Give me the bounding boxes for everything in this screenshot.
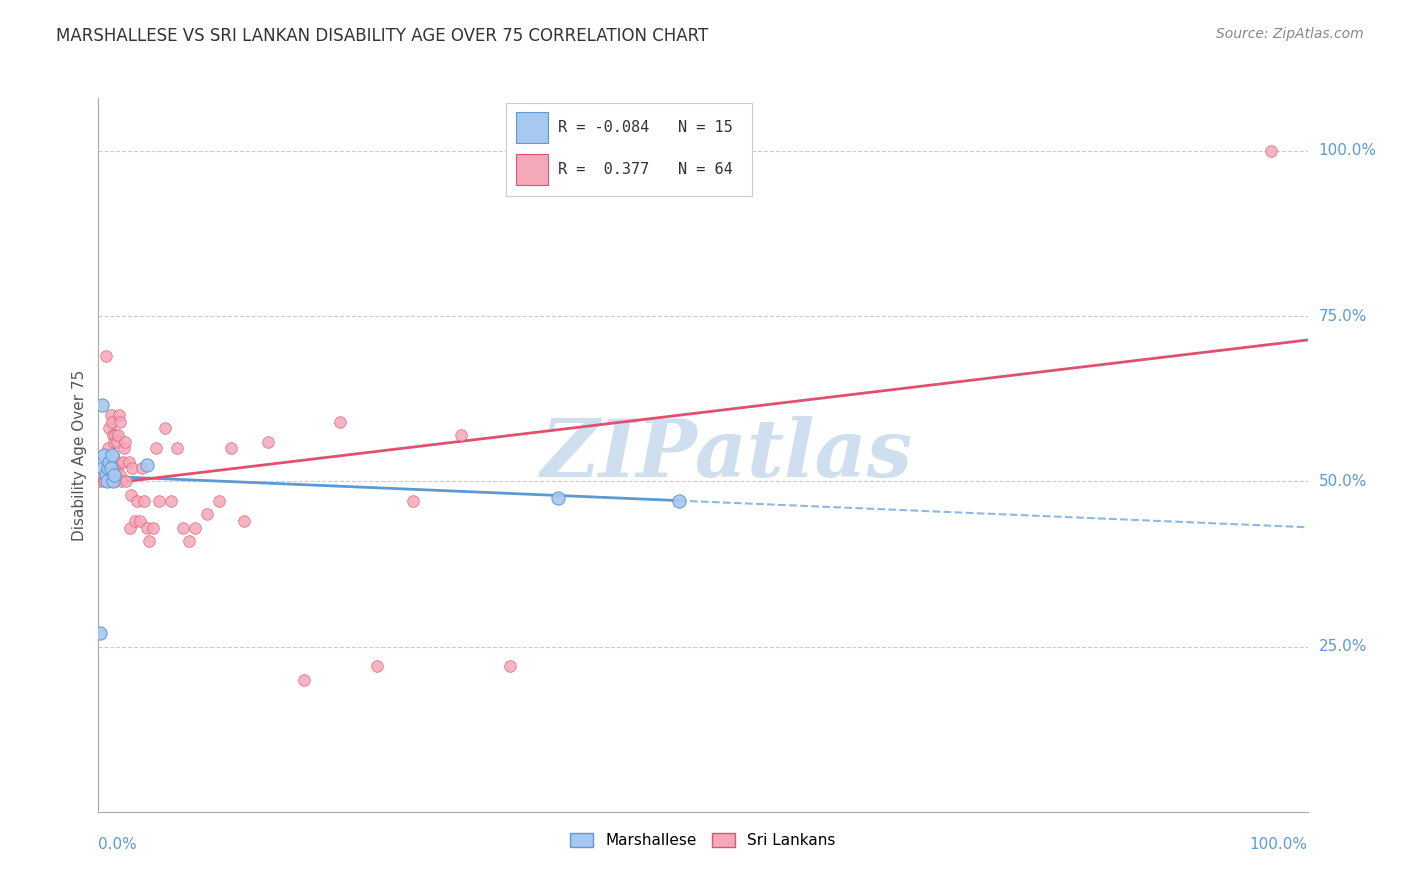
Text: MARSHALLESE VS SRI LANKAN DISABILITY AGE OVER 75 CORRELATION CHART: MARSHALLESE VS SRI LANKAN DISABILITY AGE… (56, 27, 709, 45)
Point (91, 467, 114, 482)
Point (118, 520, 141, 534)
Point (105, 461, 128, 475)
Point (91, 398, 114, 412)
Point (100, 448, 122, 462)
Legend: Marshallese, Sri Lankans: Marshallese, Sri Lankans (564, 827, 842, 854)
Text: 75.0%: 75.0% (1319, 309, 1367, 324)
Point (142, 520, 165, 534)
Point (120, 487, 142, 501)
Point (98, 421, 121, 435)
Point (177, 533, 201, 548)
Point (498, 659, 520, 673)
Point (103, 434, 125, 449)
Y-axis label: Disability Age Over 75: Disability Age Over 75 (72, 369, 87, 541)
Point (195, 508, 218, 522)
Point (89, 626, 111, 640)
Point (184, 520, 207, 534)
Point (97, 442, 120, 456)
Point (160, 494, 183, 508)
Point (135, 520, 157, 534)
Point (145, 442, 167, 456)
Point (402, 494, 425, 508)
Point (98, 454, 121, 468)
Point (110, 475, 132, 489)
Point (91, 461, 114, 475)
Point (127, 494, 149, 508)
Point (232, 514, 254, 528)
Point (97, 461, 120, 475)
Point (93, 448, 115, 462)
Point (135, 458, 157, 472)
Point (221, 442, 243, 456)
Point (121, 461, 143, 475)
Point (107, 454, 129, 468)
Text: N = 15: N = 15 (678, 120, 733, 135)
Point (94, 467, 117, 482)
Point (101, 448, 124, 462)
Text: R =  0.377: R = 0.377 (558, 162, 650, 177)
Point (100, 454, 122, 468)
Point (93, 475, 115, 489)
Text: R = -0.084: R = -0.084 (558, 120, 650, 135)
Point (153, 421, 176, 435)
Point (134, 494, 156, 508)
Text: Source: ZipAtlas.com: Source: ZipAtlas.com (1216, 27, 1364, 41)
Text: N = 64: N = 64 (678, 162, 733, 177)
Point (112, 442, 135, 456)
Point (107, 428, 129, 442)
Point (329, 415, 352, 429)
Text: 0.0%: 0.0% (98, 837, 138, 852)
Point (104, 428, 127, 442)
Point (90, 467, 112, 482)
Point (138, 533, 160, 548)
Text: ZIPatlas: ZIPatlas (541, 417, 914, 493)
Point (101, 475, 124, 489)
Point (124, 514, 146, 528)
Point (128, 514, 150, 528)
Point (100, 409, 122, 423)
Point (111, 454, 134, 468)
Point (89, 475, 111, 489)
Point (450, 428, 472, 442)
Point (96, 475, 118, 489)
Point (98, 467, 121, 482)
Text: 25.0%: 25.0% (1319, 639, 1367, 654)
Text: 100.0%: 100.0% (1319, 144, 1376, 159)
Point (148, 494, 170, 508)
Point (105, 434, 128, 449)
Point (108, 415, 131, 429)
Point (208, 494, 231, 508)
Point (115, 475, 138, 489)
Point (103, 467, 125, 482)
Point (668, 494, 690, 508)
Text: 100.0%: 100.0% (1250, 837, 1308, 852)
Point (166, 442, 188, 456)
Point (366, 659, 388, 673)
Point (100, 415, 122, 429)
Point (172, 520, 194, 534)
Point (100, 461, 122, 475)
Text: 50.0%: 50.0% (1319, 474, 1367, 489)
Point (118, 454, 141, 468)
Point (1260, 144, 1282, 158)
Bar (516, 154, 548, 185)
Point (91, 461, 114, 475)
Point (97, 461, 120, 475)
Bar (516, 112, 548, 143)
Point (108, 409, 131, 423)
Point (256, 434, 278, 449)
Point (101, 428, 124, 442)
Point (547, 491, 569, 505)
Point (114, 434, 136, 449)
Point (94, 349, 117, 363)
Point (108, 467, 131, 482)
Point (104, 475, 127, 489)
Point (292, 673, 315, 687)
Point (96, 467, 118, 482)
Point (131, 461, 153, 475)
Point (100, 448, 122, 462)
